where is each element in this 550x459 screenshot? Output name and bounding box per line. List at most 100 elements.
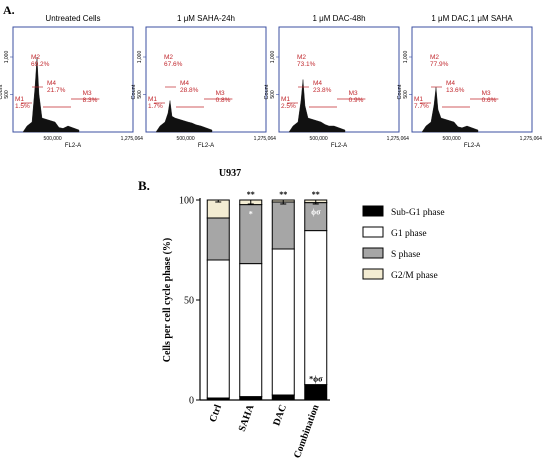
histogram-frame <box>12 26 134 133</box>
gate-name: M3 <box>349 90 358 97</box>
x-tick-label: 1,275,064 <box>121 136 143 142</box>
y-tick-label: 500 <box>4 90 10 99</box>
panel-b-label: B. <box>138 178 150 193</box>
gate-name: M3 <box>216 90 225 97</box>
y-tick-label: 1,000 <box>403 51 409 64</box>
histogram-distribution <box>421 86 479 133</box>
gate-name: M4 <box>313 80 322 87</box>
y-tick-label: 500 <box>137 90 143 99</box>
bar-segment <box>304 230 328 386</box>
bar-segment <box>271 201 295 250</box>
x-tick-label: 1,275,064 <box>520 136 542 142</box>
gate-name: M3 <box>482 90 491 97</box>
y-tick-label: 1,000 <box>137 51 143 64</box>
gate-percent: 2.5% <box>281 103 296 110</box>
gate-name: M2 <box>31 54 40 61</box>
bar-segment <box>239 263 263 398</box>
gate-name: M4 <box>47 80 56 87</box>
y-axis-label: Count <box>131 84 137 99</box>
y-tick-label: 500 <box>270 90 276 99</box>
legend-swatch <box>362 268 384 280</box>
y-tick-label: 100 <box>179 196 194 207</box>
y-tick-label: 1,000 <box>270 51 276 64</box>
gate-name: M1 <box>148 96 157 103</box>
significance-annotation: ϕσ <box>311 208 321 217</box>
gate-name: M2 <box>164 54 173 61</box>
y-axis-label: Cells per cell cycle phase (%) <box>162 238 173 363</box>
gate-name: M4 <box>446 80 455 87</box>
legend-label: Sub-G1 phase <box>391 208 445 218</box>
histogram-distribution <box>288 79 346 133</box>
gate-percent: 8.3% <box>83 97 98 104</box>
histogram-title: 1 μM DAC-48h <box>312 14 365 23</box>
gate-percent: 0.8% <box>216 97 231 104</box>
gate-percent: 21.7% <box>47 87 66 94</box>
bar-segment <box>304 384 328 401</box>
x-tick-label: 500,000 <box>310 136 328 142</box>
gate-percent: 13.6% <box>446 87 465 94</box>
histogram-frame <box>278 26 400 133</box>
gate-name: M1 <box>281 96 290 103</box>
x-tick-label: DAC <box>271 403 289 427</box>
x-tick-label: 1,275,064 <box>254 136 276 142</box>
bar-segment <box>206 217 230 261</box>
x-tick-label: SAHA <box>237 403 257 434</box>
histogram-distribution <box>22 56 80 133</box>
gate-percent: 73.1% <box>297 61 316 68</box>
gate-name: M4 <box>180 80 189 87</box>
legend-label: G1 phase <box>391 229 427 239</box>
gate-name: M1 <box>414 96 423 103</box>
x-tick-label: Combination <box>292 403 322 459</box>
gate-percent: 0.6% <box>482 97 497 104</box>
gate-name: M2 <box>297 54 306 61</box>
stacked-bar-chart: U937 0 50 100 Cells per cell cycle phase (%)… <box>162 168 445 459</box>
panel-a-label: A. <box>3 3 15 17</box>
bar-segment <box>206 259 230 399</box>
histogram-distribution <box>155 100 213 133</box>
x-axis-label: FL2-A <box>65 143 81 149</box>
gate-name: M1 <box>15 96 24 103</box>
gate-percent: 77.9% <box>430 61 449 68</box>
significance-annotation: **ϕ <box>309 234 322 243</box>
legend-label: G2/M phase <box>391 271 438 281</box>
x-tick-label: Ctrl <box>208 403 224 424</box>
gate-percent: 1.7% <box>148 103 163 110</box>
bar-segment <box>239 396 263 401</box>
legend-label: S phase <box>391 250 420 260</box>
x-tick-label: 500,000 <box>44 136 62 142</box>
gate-name: M2 <box>430 54 439 61</box>
gate-percent: 23.8% <box>313 87 332 94</box>
y-axis-label: Count <box>397 84 403 99</box>
significance-annotation: * <box>249 210 253 219</box>
gate-percent: 1.5% <box>15 103 30 110</box>
x-axis-label: FL2-A <box>464 143 480 149</box>
histogram-title: 1 μM DAC,1 μM SAHA <box>431 14 513 23</box>
histogram-title: 1 μM SAHA-24h <box>177 14 235 23</box>
y-tick-label: 500 <box>403 90 409 99</box>
gate-percent: 67.6% <box>164 61 183 68</box>
legend-swatch <box>362 205 384 217</box>
significance-annotation: *ϕσ <box>309 375 323 384</box>
legend-swatch <box>362 247 384 259</box>
chart-title: U937 <box>219 168 241 179</box>
histogram-frame <box>145 26 267 133</box>
x-axis-label: FL2-A <box>331 143 347 149</box>
x-tick-label: 500,000 <box>177 136 195 142</box>
x-axis-label: FL2-A <box>198 143 214 149</box>
y-axis-label: Count <box>264 84 270 99</box>
histogram-frame <box>411 26 533 133</box>
gate-percent: 7.7% <box>414 103 429 110</box>
significance-annotation: ** <box>312 190 320 199</box>
bar-segment <box>271 248 295 396</box>
significance-annotation: ** <box>279 190 287 199</box>
gate-name: M3 <box>83 90 92 97</box>
gate-percent: 69.2% <box>31 61 50 68</box>
bar-segment <box>271 394 295 401</box>
x-tick-label: 1,275,064 <box>387 136 409 142</box>
